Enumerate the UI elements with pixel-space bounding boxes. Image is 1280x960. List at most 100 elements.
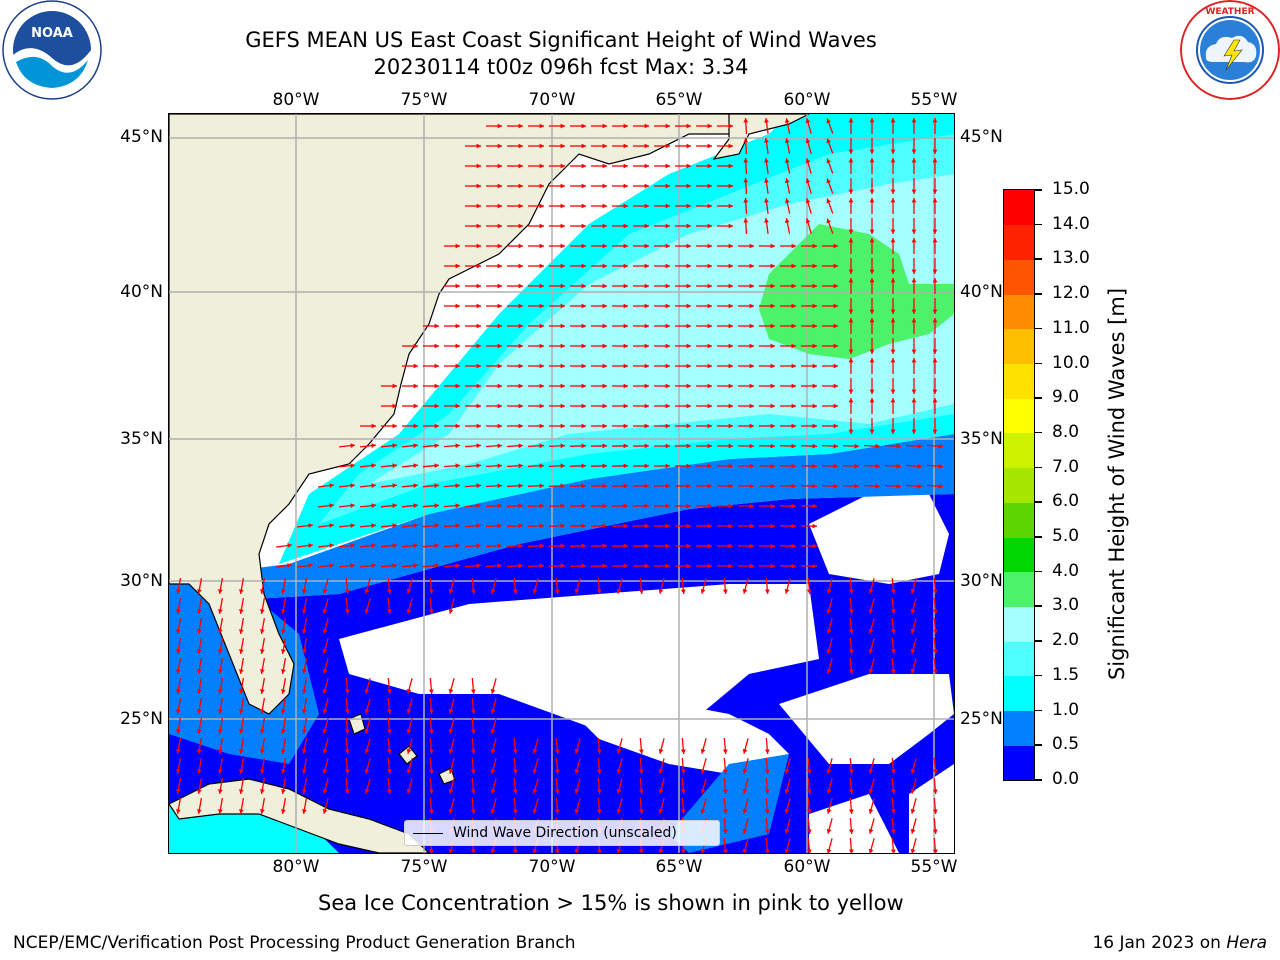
wind-wave-arrowhead xyxy=(406,788,412,794)
wind-wave-arrowhead xyxy=(518,123,523,129)
wind-wave-arrowhead xyxy=(344,729,350,734)
wind-wave-arrowhead xyxy=(281,769,286,774)
wind-wave-arrowhead xyxy=(602,403,607,409)
wind-wave-arrowhead xyxy=(539,563,544,569)
wind-wave-arrowhead xyxy=(833,463,838,469)
wind-wave-arrowhead xyxy=(791,563,796,569)
wind-wave-arrowhead xyxy=(260,589,265,594)
wind-wave-arrowhead xyxy=(602,123,607,129)
wind-wave-arrowhead xyxy=(602,363,607,369)
wind-wave-arrowhead xyxy=(623,363,628,369)
wind-wave-arrowhead xyxy=(448,688,454,694)
wind-wave-arrowhead xyxy=(890,609,896,614)
wind-wave-arrowhead xyxy=(602,543,607,549)
wind-wave-arrowhead xyxy=(470,689,476,694)
wind-wave-arrowhead xyxy=(596,769,602,774)
wind-wave-arrowhead xyxy=(638,589,644,594)
wind-wave-arrowhead xyxy=(932,389,938,394)
colorbar-tick-label: 3.0 xyxy=(1052,595,1080,616)
wind-wave-arrowhead xyxy=(581,203,586,209)
wind-wave-arrowhead xyxy=(497,363,502,369)
wind-wave-arrowhead xyxy=(833,323,838,329)
lon-tick-bottom: 60°W xyxy=(783,857,831,877)
wind-wave-arrowhead xyxy=(665,183,670,189)
wind-wave-arrowhead xyxy=(910,608,916,614)
wind-wave-arrowhead xyxy=(434,443,439,449)
wind-wave-arrowhead xyxy=(875,443,880,449)
colorbar-tick-label: 11.0 xyxy=(1052,317,1090,338)
wind-wave-arrowhead xyxy=(728,483,733,489)
wind-wave-arrowhead xyxy=(911,149,917,154)
wind-wave-arrowhead xyxy=(322,728,328,734)
noaa-logo-icon: NOAA xyxy=(2,0,102,100)
wind-wave-arrowhead xyxy=(602,263,607,269)
wind-wave-arrowhead xyxy=(406,728,412,734)
wind-wave-arrowhead xyxy=(658,768,664,774)
wind-wave-arrowhead xyxy=(665,403,670,409)
wind-wave-arrowhead xyxy=(869,398,875,403)
wind-wave-arrowhead xyxy=(812,463,817,469)
wind-wave-arrowhead xyxy=(392,443,397,448)
wind-wave-arrowhead xyxy=(826,628,832,634)
wind-wave-arrowhead xyxy=(428,709,434,714)
wind-wave-arrowhead xyxy=(869,349,875,354)
wind-wave-arrowhead xyxy=(239,749,244,754)
colorbar-tick-mark xyxy=(1034,223,1042,226)
wind-wave-arrowhead xyxy=(476,303,481,309)
wind-wave-arrowhead xyxy=(364,768,370,774)
wind-wave-arrowhead xyxy=(413,443,418,448)
wind-wave-arrowhead xyxy=(197,689,202,694)
wind-wave-arrowhead xyxy=(665,323,670,329)
wind-wave-arrowhead xyxy=(176,769,181,774)
wind-wave-arrowhead xyxy=(686,223,691,229)
wind-wave-arrowhead xyxy=(539,263,544,269)
wind-wave-arrowhead xyxy=(581,443,586,449)
wind-wave-arrowhead xyxy=(560,143,565,149)
wind-wave-arrowhead xyxy=(938,443,943,449)
wind-wave-arrowhead xyxy=(512,849,518,853)
wind-wave-arrowhead xyxy=(218,649,223,654)
wind-wave-arrowhead xyxy=(218,749,223,754)
wind-wave-arrowhead xyxy=(623,183,628,189)
wind-wave-arrowhead xyxy=(833,443,838,449)
colorbar-segment xyxy=(1004,432,1034,469)
lon-tick-top: 80°W xyxy=(272,90,320,110)
wind-wave-arrowhead xyxy=(665,223,670,229)
wind-wave-arrowhead xyxy=(470,729,476,734)
wind-wave-arrowhead xyxy=(616,588,622,594)
wind-wave-arrowhead xyxy=(455,323,460,329)
wind-wave-arrowhead xyxy=(344,709,350,714)
wind-wave-arrowhead xyxy=(302,609,307,614)
colorbar-tick-mark xyxy=(1034,640,1042,642)
wind-wave-arrowhead xyxy=(932,229,938,234)
wind-wave-arrowhead xyxy=(239,689,244,694)
wind-wave-arrowhead xyxy=(806,829,812,834)
wind-wave-arrowhead xyxy=(176,729,181,734)
wind-wave-arrowhead xyxy=(302,749,307,754)
colorbar-segment xyxy=(1004,224,1034,260)
wind-wave-arrowhead xyxy=(602,243,607,249)
wind-wave-arrowhead xyxy=(239,729,244,734)
wind-wave-arrowhead xyxy=(812,543,817,549)
wind-wave-arrowhead xyxy=(932,238,938,243)
wind-wave-arrowhead xyxy=(791,383,796,389)
wind-wave-arrowhead xyxy=(596,849,602,853)
wind-wave-arrowhead xyxy=(371,483,376,488)
wind-wave-arrowhead xyxy=(623,503,628,509)
wind-wave-arrowhead xyxy=(539,443,544,449)
wind-wave-arrowhead xyxy=(490,808,496,814)
wind-wave-arrowhead xyxy=(455,363,460,369)
wind-wave-arrowhead xyxy=(239,589,244,594)
wind-wave-arrowhead xyxy=(239,629,244,634)
wind-wave-arrowhead xyxy=(791,403,796,409)
wind-wave-arrowhead xyxy=(707,423,712,429)
wind-wave-arrowhead xyxy=(413,503,418,508)
wind-wave-arrowhead xyxy=(364,688,370,694)
wind-wave-arrowhead xyxy=(322,668,328,674)
wind-wave-arrowhead xyxy=(826,158,831,164)
colorbar-tick-mark xyxy=(1034,709,1042,712)
wind-wave-arrowhead xyxy=(623,263,628,269)
wind-wave-arrowhead xyxy=(890,669,896,674)
wind-wave-arrowhead xyxy=(770,243,775,249)
colorbar-tick-label: 5.0 xyxy=(1052,526,1080,547)
